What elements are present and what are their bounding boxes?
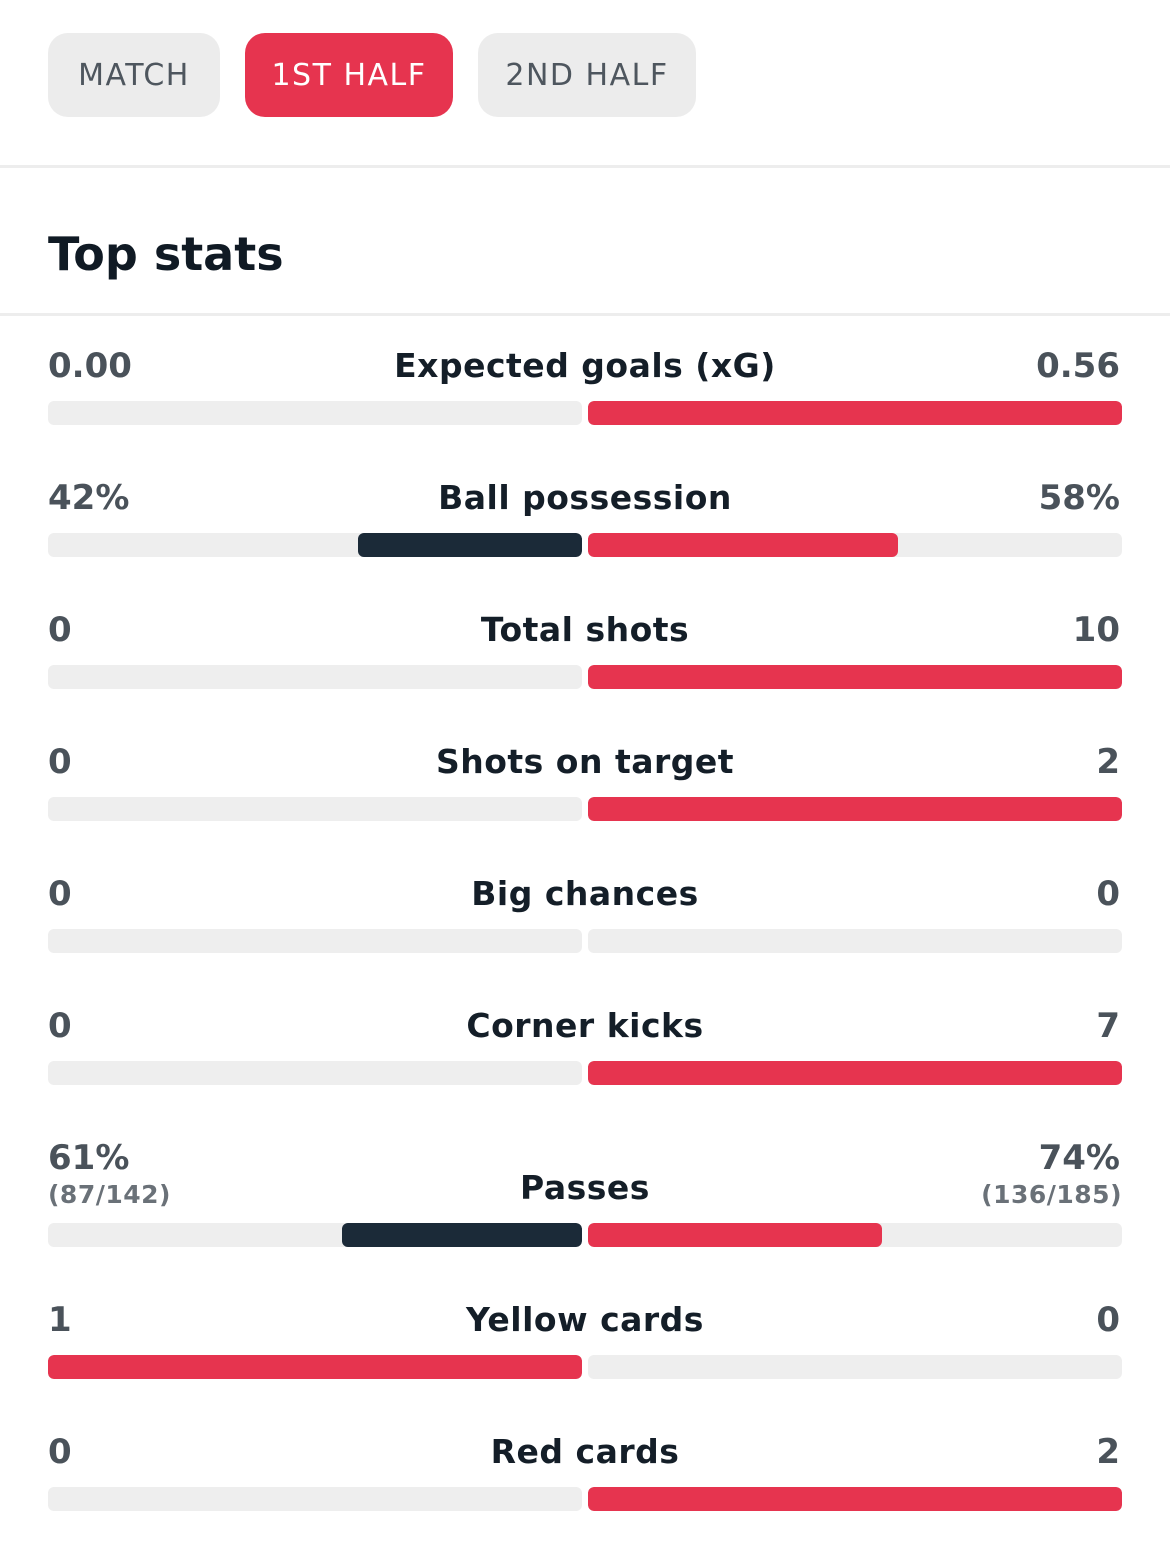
away-bar-track <box>588 797 1122 821</box>
stat-away-value: 58% <box>1038 478 1120 518</box>
divider <box>0 165 1170 168</box>
stat-label: Passes <box>520 1168 650 1207</box>
stat-home-value: 61% <box>48 1138 130 1178</box>
home-bar-track <box>48 533 582 557</box>
away-bar-track <box>588 533 1122 557</box>
stat-away-value: 2 <box>1096 1432 1120 1472</box>
stat-label: Big chances <box>471 874 699 913</box>
away-bar-track <box>588 401 1122 425</box>
section-title: Top stats <box>48 227 284 281</box>
stat-away-value: 0 <box>1096 874 1120 914</box>
home-bar-track <box>48 1061 582 1085</box>
stat-label: Expected goals (xG) <box>394 346 776 385</box>
stat-label: Shots on target <box>435 742 735 781</box>
home-bar-fill <box>357 533 582 557</box>
stat-label: Corner kicks <box>466 1006 704 1045</box>
away-bar-fill <box>588 1061 1122 1085</box>
home-bar-track <box>48 1487 582 1511</box>
away-bar-track <box>588 1061 1122 1085</box>
away-bar-track <box>588 1223 1122 1247</box>
stat-away-value: 0 <box>1096 1300 1120 1340</box>
tab-match[interactable]: MATCH <box>48 33 220 117</box>
stat-home-value: 0 <box>48 610 72 650</box>
stat-row-corner-kicks: 0 Corner kicks 7 <box>48 1006 1122 1086</box>
stat-away-value: 2 <box>1096 742 1120 782</box>
stat-home-value: 1 <box>48 1300 72 1340</box>
stat-row-shots-on-target: 0 Shots on target 2 <box>48 742 1122 822</box>
away-bar-fill <box>588 1223 882 1247</box>
home-bar-fill <box>341 1223 582 1247</box>
stat-home-value: 0 <box>48 1432 72 1472</box>
home-bar-track <box>48 1355 582 1379</box>
tab-2nd-half[interactable]: 2ND HALF <box>478 33 696 117</box>
stat-away-value: 10 <box>1072 610 1120 650</box>
away-bar-track <box>588 1355 1122 1379</box>
stat-home-value: 0 <box>48 874 72 914</box>
home-bar-fill <box>48 1355 582 1379</box>
stat-away-value: 74% <box>1038 1138 1120 1178</box>
away-bar-track <box>588 1487 1122 1511</box>
away-bar-track <box>588 929 1122 953</box>
stat-away-value: 0.56 <box>1036 346 1120 386</box>
stat-home-value: 42% <box>48 478 130 518</box>
stat-row-ball-possession: 42% Ball possession 58% <box>48 478 1122 558</box>
stat-label: Total shots <box>480 610 690 649</box>
stat-label: Yellow cards <box>466 1300 704 1339</box>
home-bar-track <box>48 1223 582 1247</box>
away-bar-track <box>588 665 1122 689</box>
stat-home-value: 0 <box>48 742 72 782</box>
stat-label: Ball possession <box>438 478 732 517</box>
home-bar-track <box>48 797 582 821</box>
tab-1st-half[interactable]: 1ST HALF <box>245 33 453 117</box>
home-bar-track <box>48 665 582 689</box>
stat-away-subvalue: (136/185) <box>981 1180 1122 1209</box>
stat-home-value: 0.00 <box>48 346 132 386</box>
stat-row-red-cards: 0 Red cards 2 <box>48 1432 1122 1512</box>
stat-row-total-shots: 0 Total shots 10 <box>48 610 1122 690</box>
stat-home-subvalue: (87/142) <box>48 1180 171 1209</box>
period-tabs: MATCH 1ST HALF 2ND HALF <box>48 33 696 117</box>
stat-row-big-chances: 0 Big chances 0 <box>48 874 1122 954</box>
home-bar-track <box>48 401 582 425</box>
away-bar-fill <box>588 665 1122 689</box>
stat-row-passes: 61% (87/142) Passes 74% (136/185) <box>48 1138 1122 1248</box>
stat-away-value: 7 <box>1096 1006 1120 1046</box>
away-bar-fill <box>588 797 1122 821</box>
away-bar-fill <box>588 1487 1122 1511</box>
stat-label: Red cards <box>490 1432 680 1471</box>
stat-row-expected-goals: 0.00 Expected goals (xG) 0.56 <box>48 346 1122 426</box>
home-bar-track <box>48 929 582 953</box>
stat-row-yellow-cards: 1 Yellow cards 0 <box>48 1300 1122 1380</box>
stat-home-value: 0 <box>48 1006 72 1046</box>
away-bar-fill <box>588 401 1122 425</box>
away-bar-fill <box>588 533 898 557</box>
divider <box>0 313 1170 316</box>
